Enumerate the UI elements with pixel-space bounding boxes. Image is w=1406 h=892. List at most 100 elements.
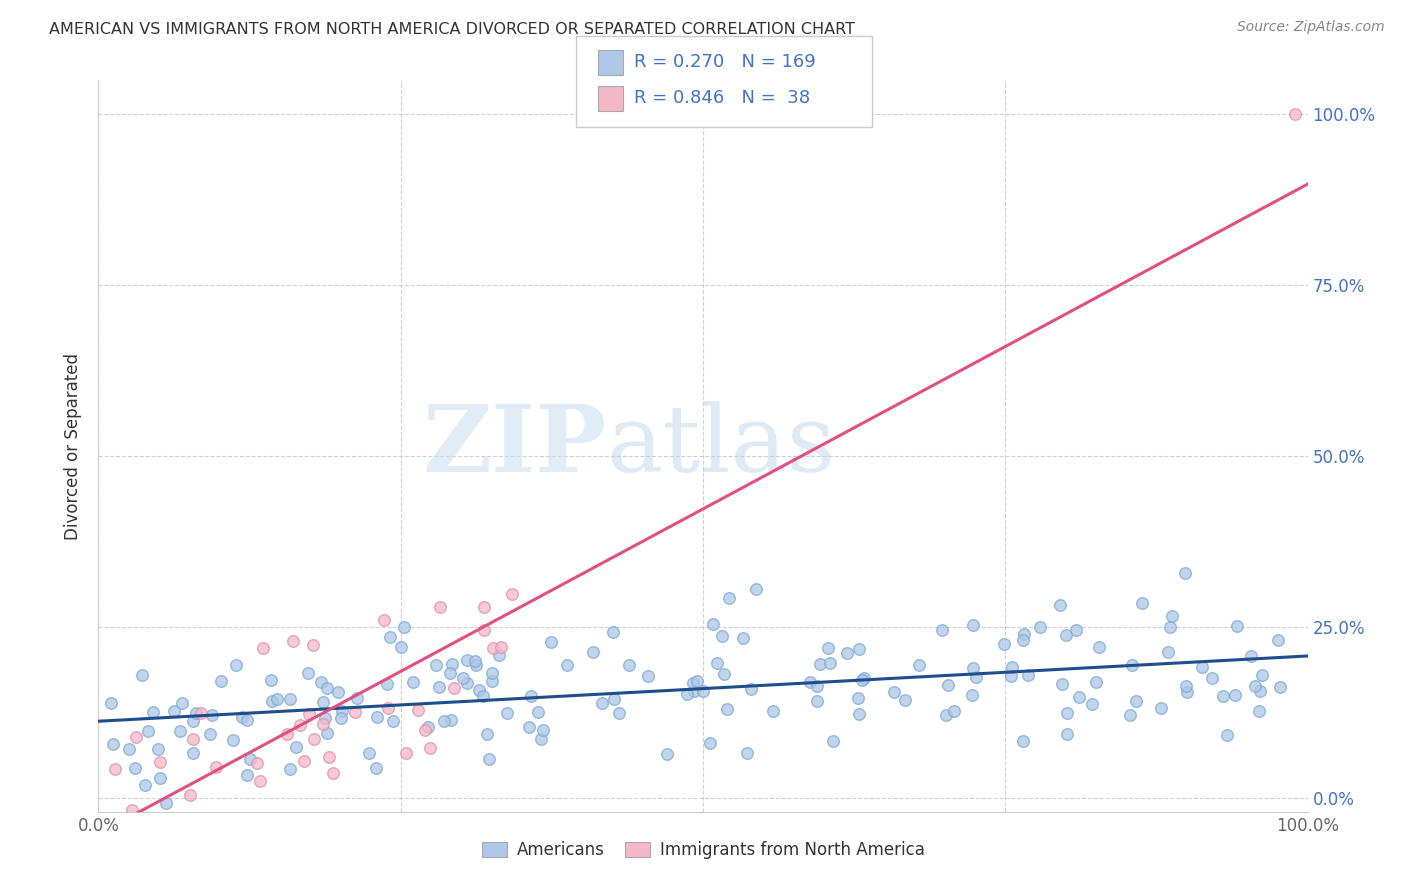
Point <box>125 730 148 744</box>
Point <box>908 657 931 672</box>
Point <box>591 696 613 710</box>
Point <box>1223 689 1246 703</box>
Point <box>190 706 212 720</box>
Point <box>481 665 503 680</box>
Point <box>740 681 762 696</box>
Point <box>439 666 461 681</box>
Point <box>312 694 335 708</box>
Point <box>357 746 380 760</box>
Point <box>744 582 766 596</box>
Point <box>1159 620 1181 634</box>
Point <box>1191 660 1213 674</box>
Point <box>443 681 465 695</box>
Point <box>711 629 734 643</box>
Point <box>531 723 554 737</box>
Point <box>231 710 253 724</box>
Legend: Americans, Immigrants from North America: Americans, Immigrants from North America <box>475 834 931 865</box>
Point <box>716 702 738 716</box>
Point <box>1056 706 1078 721</box>
Point <box>214 825 236 839</box>
Text: atlas: atlas <box>606 401 835 491</box>
Point <box>315 726 337 740</box>
Point <box>894 693 917 707</box>
Point <box>617 658 640 673</box>
Point <box>501 587 523 601</box>
Point <box>686 673 709 688</box>
Point <box>155 797 177 811</box>
Point <box>806 694 828 708</box>
Point <box>699 736 721 750</box>
Point <box>440 714 463 728</box>
Point <box>322 765 344 780</box>
Point <box>239 752 262 766</box>
Point <box>682 675 704 690</box>
Point <box>848 706 870 721</box>
Point <box>138 723 160 738</box>
Point <box>1084 675 1107 690</box>
Point <box>530 732 553 747</box>
Point <box>1028 620 1050 634</box>
Point <box>124 825 146 839</box>
Point <box>936 678 959 692</box>
Point <box>314 711 336 725</box>
Point <box>848 642 870 657</box>
Point <box>799 674 821 689</box>
Point <box>309 675 332 690</box>
Point <box>468 683 491 698</box>
Point <box>706 656 728 670</box>
Point <box>278 763 301 777</box>
Point <box>451 671 474 685</box>
Point <box>1150 700 1173 714</box>
Point <box>1050 677 1073 691</box>
Point <box>883 684 905 698</box>
Point <box>236 768 259 782</box>
Text: ZIP: ZIP <box>422 401 606 491</box>
Point <box>201 708 224 723</box>
Point <box>817 640 839 655</box>
Point <box>602 625 624 640</box>
Point <box>1067 690 1090 705</box>
Point <box>427 680 450 694</box>
Point <box>1226 619 1249 633</box>
Point <box>149 771 172 785</box>
Point <box>288 718 311 732</box>
Point <box>495 706 517 720</box>
Point <box>464 658 486 673</box>
Point <box>1212 690 1234 704</box>
Point <box>1175 679 1198 693</box>
Point <box>820 656 842 670</box>
Point <box>433 714 456 728</box>
Point <box>1012 632 1035 647</box>
Point <box>302 638 325 652</box>
Point <box>246 756 269 771</box>
Point <box>1000 669 1022 683</box>
Y-axis label: Divorced or Separated: Divorced or Separated <box>65 352 83 540</box>
Point <box>960 688 983 702</box>
Point <box>209 673 232 688</box>
Point <box>170 696 193 710</box>
Point <box>713 666 735 681</box>
Point <box>676 687 699 701</box>
Point <box>637 669 659 683</box>
Point <box>692 683 714 698</box>
Point <box>326 685 349 699</box>
Point <box>456 653 478 667</box>
Point <box>1160 609 1182 624</box>
Point <box>526 705 548 719</box>
Point <box>186 706 208 721</box>
Point <box>100 696 122 710</box>
Point <box>1054 628 1077 642</box>
Point <box>225 658 247 673</box>
Point <box>364 761 387 775</box>
Point <box>1056 726 1078 740</box>
Point <box>935 708 957 723</box>
Point <box>1017 667 1039 681</box>
Point <box>702 617 724 632</box>
Text: Source: ZipAtlas.com: Source: ZipAtlas.com <box>1237 20 1385 34</box>
Point <box>315 681 337 695</box>
Point <box>1088 640 1111 654</box>
Point <box>389 640 412 654</box>
Point <box>540 634 562 648</box>
Point <box>519 720 541 734</box>
Point <box>1240 649 1263 664</box>
